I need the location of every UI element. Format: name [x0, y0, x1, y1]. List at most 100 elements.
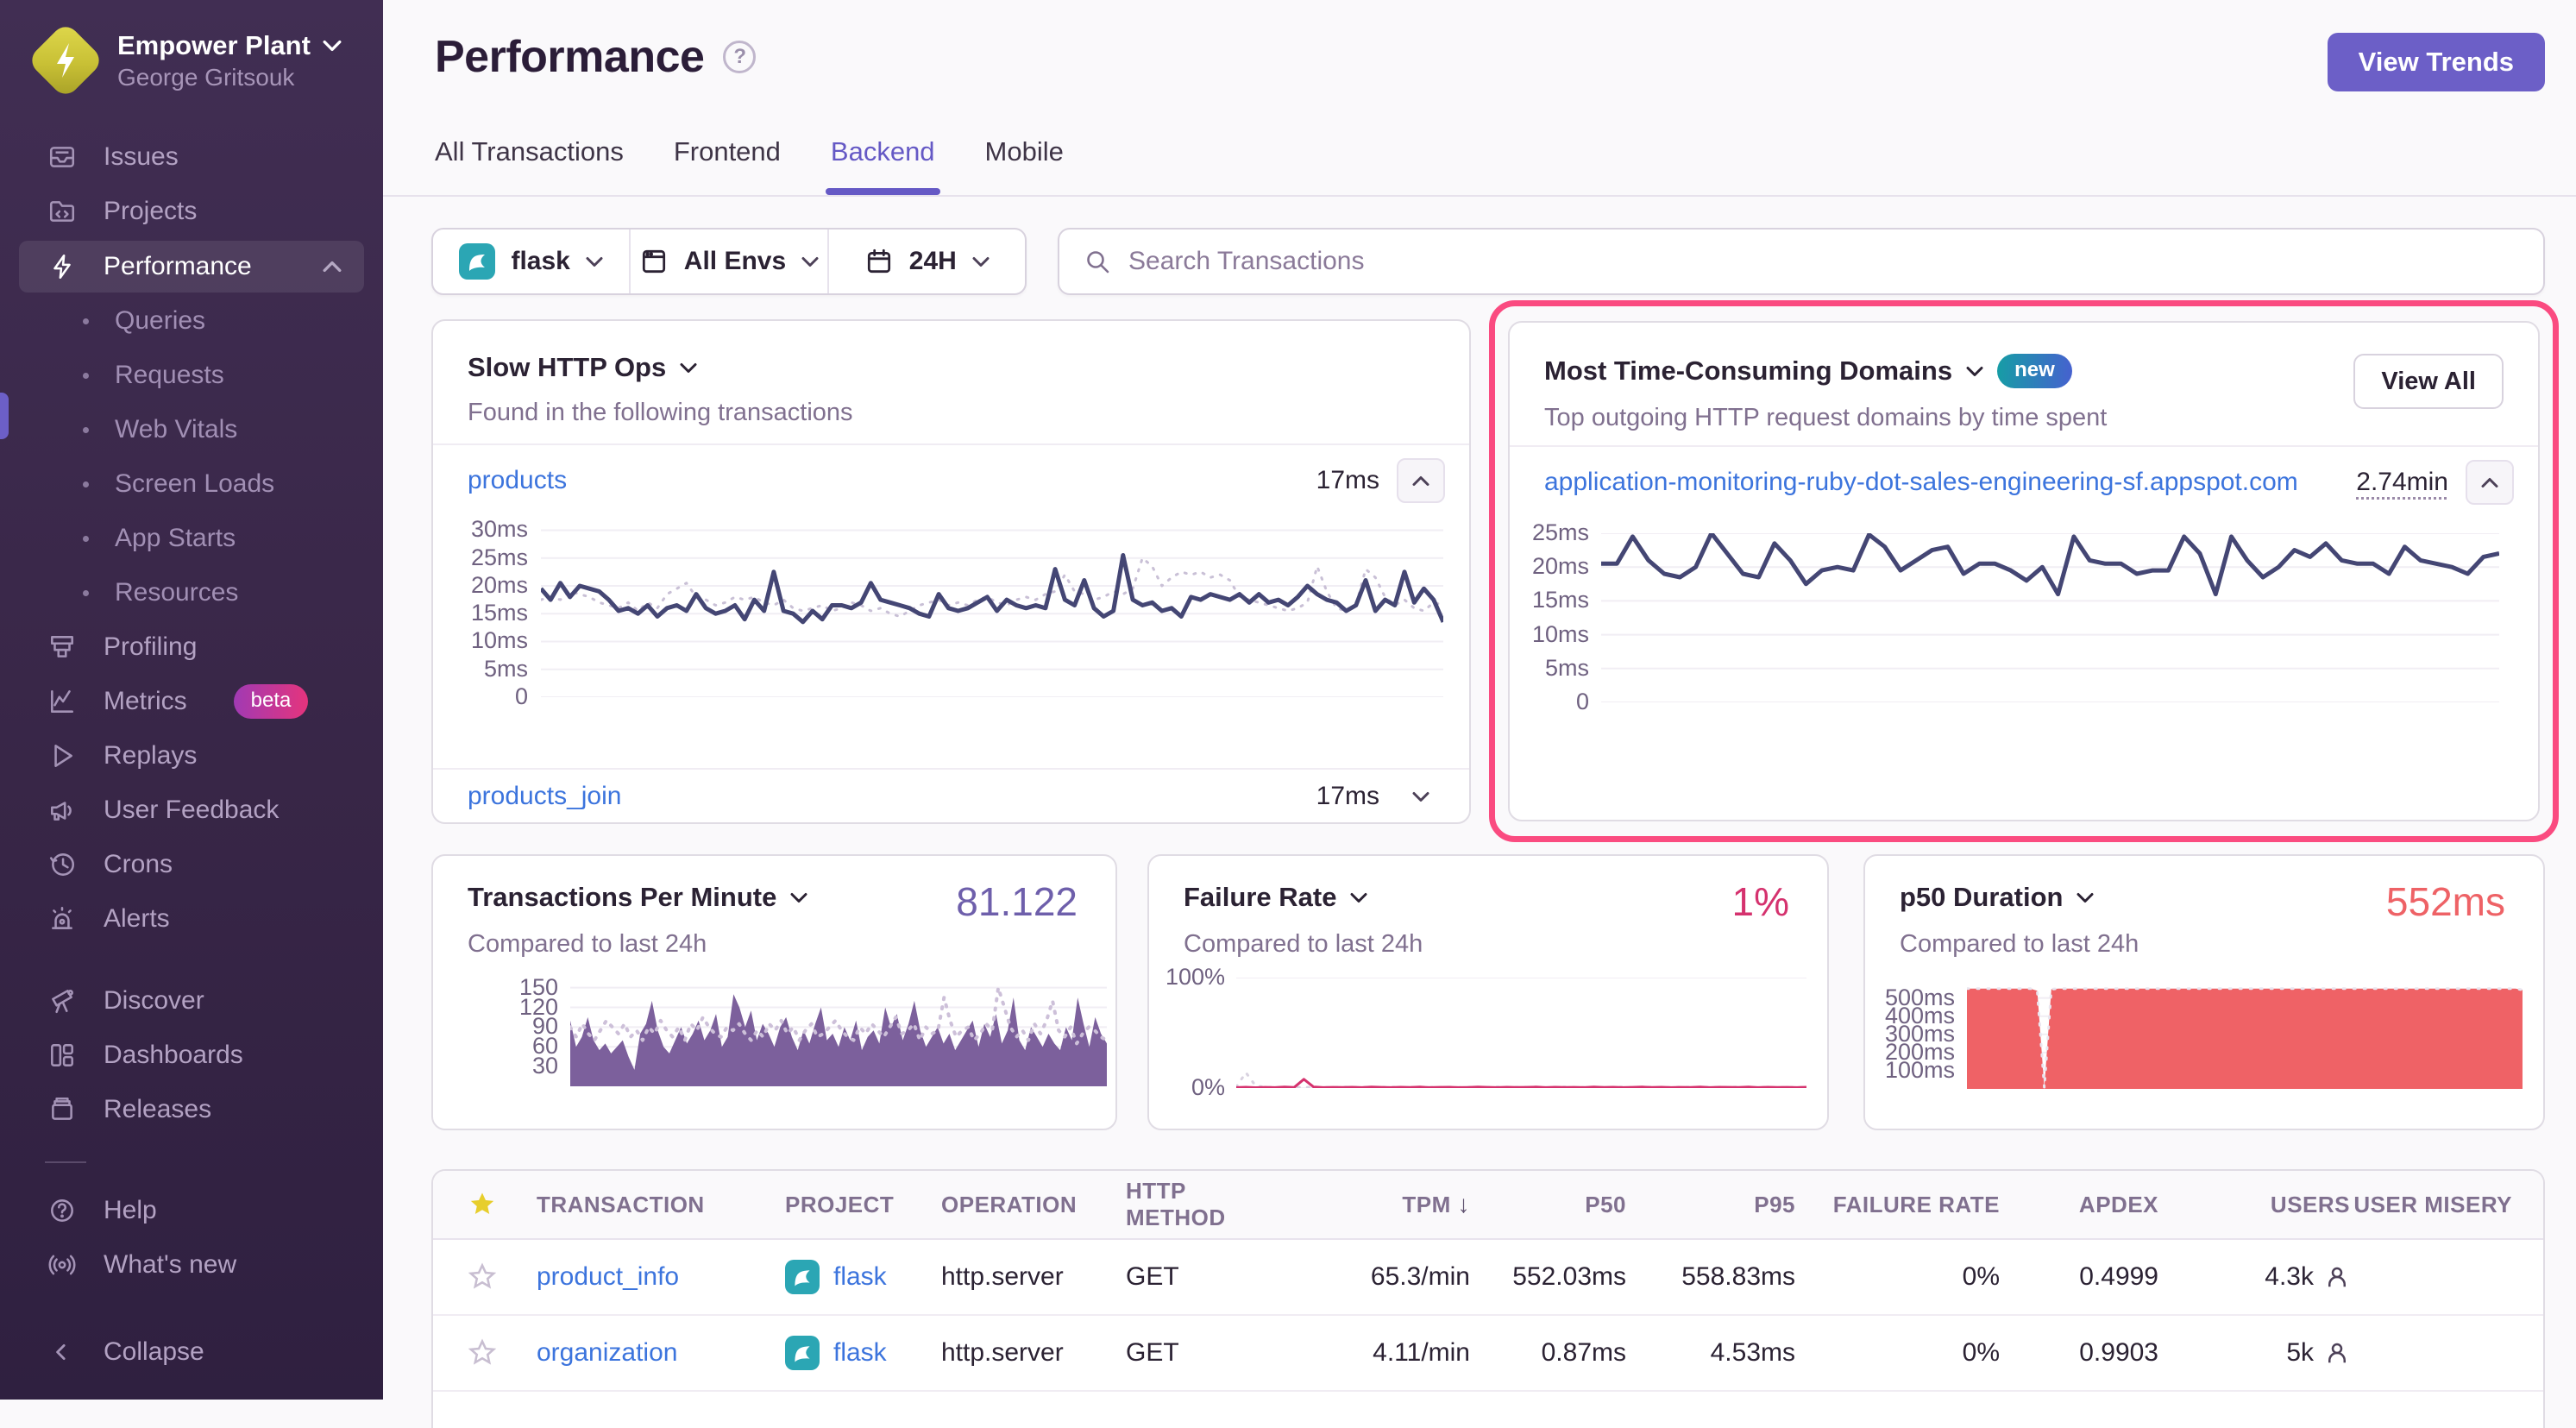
- transaction-link[interactable]: product_info: [537, 1262, 680, 1291]
- most-time-consuming-domains-panel: Most Time-Consuming Domains new Top outg…: [1508, 321, 2540, 821]
- clock-icon: [45, 850, 79, 879]
- col-failure-rate[interactable]: FAILURE RATE: [1832, 1191, 2000, 1217]
- http-method-cell: GET: [1126, 1262, 1179, 1291]
- transaction-link[interactable]: products: [468, 466, 568, 494]
- col-tpm-sorted[interactable]: TPM ↓: [1402, 1191, 1470, 1217]
- col-http-method[interactable]: HTTP METHOD: [1126, 1178, 1226, 1230]
- sidebar-item-resources[interactable]: Resources: [0, 566, 383, 620]
- lightning-icon: [45, 252, 79, 281]
- sidebar-item-releases[interactable]: Releases: [0, 1083, 383, 1137]
- collapse-row-button[interactable]: [1397, 458, 1445, 503]
- domains-chart: 25ms 20ms 15ms 10ms 5ms 0: [1510, 519, 2538, 714]
- col-p95[interactable]: P95: [1754, 1191, 1795, 1217]
- duration-value: 17ms: [1316, 782, 1379, 810]
- sidebar-item-projects[interactable]: Projects: [0, 185, 383, 239]
- sidebar-item-web-vitals[interactable]: Web Vitals: [0, 403, 383, 457]
- view-all-button[interactable]: View All: [2353, 354, 2504, 409]
- col-user-misery[interactable]: USER MISERY: [2353, 1191, 2512, 1217]
- star-column-header[interactable]: [468, 1190, 537, 1219]
- star-icon[interactable]: [468, 1338, 537, 1368]
- tab-mobile[interactable]: Mobile: [984, 136, 1064, 167]
- org-name: Empower Plant: [117, 30, 311, 60]
- tab-frontend[interactable]: Frontend: [673, 136, 781, 167]
- sidebar-item-issues[interactable]: Issues: [0, 130, 383, 185]
- area-chart: [1967, 987, 2523, 1089]
- p50-cell: 552.03ms: [1512, 1262, 1626, 1291]
- project-filter[interactable]: flask: [433, 230, 629, 293]
- sidebar-item-app-starts[interactable]: App Starts: [0, 512, 383, 566]
- transactions-table: TRANSACTION PROJECT OPERATION HTTP METHO…: [431, 1169, 2545, 1428]
- divider: [45, 1161, 86, 1163]
- time-spent-value[interactable]: 2.74min: [2356, 468, 2448, 496]
- p50-duration-value: 552ms: [2385, 879, 2505, 924]
- org-logo: [26, 22, 105, 100]
- sidebar-item-crons[interactable]: Crons: [0, 838, 383, 892]
- expand-row-button[interactable]: [1397, 774, 1445, 819]
- operation-cell: http.server: [941, 1338, 1064, 1367]
- col-p50[interactable]: P50: [1585, 1191, 1626, 1217]
- sidebar-item-performance[interactable]: Performance: [19, 240, 364, 293]
- inbox-icon: [45, 142, 79, 172]
- panel-title[interactable]: Transactions Per Minute: [468, 882, 807, 913]
- failure-rate-cell: 0%: [1962, 1338, 2000, 1367]
- col-operation[interactable]: OPERATION: [941, 1191, 1078, 1217]
- sidebar-collapse-button[interactable]: Collapse: [0, 1324, 383, 1379]
- sidebar-item-discover[interactable]: Discover: [0, 974, 383, 1029]
- user-icon: [2328, 1343, 2346, 1363]
- col-project[interactable]: PROJECT: [785, 1191, 895, 1217]
- y-axis-labels: 500ms 400ms 300ms 200ms 100ms: [1884, 984, 1955, 1083]
- p95-cell: 4.53ms: [1710, 1338, 1795, 1367]
- telescope-icon: [45, 986, 79, 1016]
- sidebar-item-replays[interactable]: Replays: [0, 729, 383, 783]
- search-input[interactable]: [1128, 247, 2519, 276]
- star-icon[interactable]: [468, 1262, 537, 1292]
- tpm-value: 81.122: [956, 879, 1078, 924]
- megaphone-icon: [45, 796, 79, 825]
- date-range-filter[interactable]: 24H: [826, 230, 1025, 293]
- sidebar-item-user-feedback[interactable]: User Feedback: [0, 783, 383, 838]
- sidebar-item-requests[interactable]: Requests: [0, 349, 383, 403]
- view-trends-button[interactable]: View Trends: [2327, 33, 2545, 91]
- environment-filter[interactable]: All Envs: [629, 230, 826, 293]
- failure-rate-cell: 0%: [1962, 1262, 2000, 1291]
- sidebar-item-alerts[interactable]: Alerts: [0, 892, 383, 947]
- col-transaction[interactable]: TRANSACTION: [537, 1191, 705, 1217]
- col-users[interactable]: USERS: [2270, 1191, 2350, 1217]
- tab-backend[interactable]: Backend: [825, 136, 940, 195]
- line-chart: [541, 525, 1443, 697]
- panel-title[interactable]: Most Time-Consuming Domains new: [1544, 354, 2107, 388]
- tab-all-transactions[interactable]: All Transactions: [435, 136, 624, 167]
- transaction-link[interactable]: products_join: [468, 782, 622, 810]
- collapse-row-button[interactable]: [2466, 460, 2514, 505]
- sidebar-item-whats-new[interactable]: What's new: [0, 1238, 383, 1293]
- panel-title[interactable]: p50 Duration: [1900, 882, 2094, 913]
- sidebar-item-dashboards[interactable]: Dashboards: [0, 1029, 383, 1083]
- calendar-icon: [867, 248, 890, 274]
- panel-title[interactable]: Failure Rate: [1184, 882, 1367, 913]
- profiling-icon: [45, 632, 79, 662]
- sidebar-item-profiling[interactable]: Profiling: [0, 620, 383, 675]
- project-cell[interactable]: flask: [785, 1260, 941, 1294]
- chevron-up-icon: [1412, 475, 1429, 486]
- project-cell[interactable]: flask: [785, 1336, 941, 1370]
- p95-cell: 558.83ms: [1681, 1262, 1795, 1291]
- sidebar-item-metrics[interactable]: Metrics beta: [0, 675, 383, 729]
- panel-title[interactable]: Slow HTTP Ops: [468, 352, 1435, 383]
- sidebar-item-screen-loads[interactable]: Screen Loads: [0, 457, 383, 512]
- users-cell: 5k: [2158, 1338, 2350, 1368]
- failure-rate-panel: Failure Rate 1% Compared to last 24h 100…: [1147, 854, 1829, 1130]
- y-axis-labels: 25ms 20ms 15ms 10ms 5ms 0: [1531, 519, 1589, 714]
- chevron-down-icon: [1350, 892, 1367, 903]
- help-tooltip-icon[interactable]: ?: [723, 41, 757, 73]
- sidebar: Empower Plant George Gritsouk Issues Pro…: [0, 0, 383, 1400]
- col-apdex[interactable]: APDEX: [2078, 1191, 2158, 1217]
- bullet-icon: [83, 426, 89, 433]
- sidebar-item-queries[interactable]: Queries: [0, 294, 383, 349]
- org-switcher[interactable]: Empower Plant George Gritsouk: [0, 0, 383, 100]
- failure-rate-value: 1%: [1731, 879, 1789, 924]
- transaction-link[interactable]: organization: [537, 1338, 678, 1367]
- domain-link[interactable]: application-monitoring-ruby-dot-sales-en…: [1544, 468, 2298, 496]
- sidebar-item-help[interactable]: Help: [0, 1184, 383, 1238]
- org-user: George Gritsouk: [117, 64, 295, 91]
- divider: [433, 768, 1469, 770]
